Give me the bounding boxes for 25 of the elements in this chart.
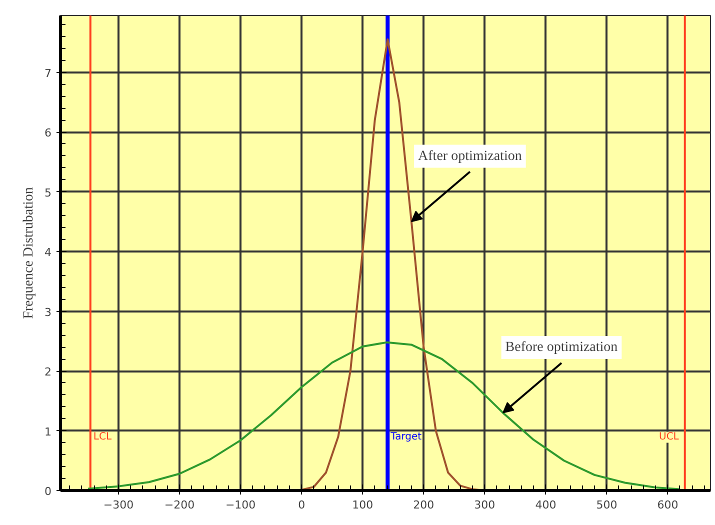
x-tick-label: 200 [413,498,434,512]
line-series [86,341,681,490]
annotation: After optimization [418,148,522,164]
ref-line-label: LCL [93,432,112,443]
x-tick-label: 600 [657,498,678,512]
x-tick-label: −200 [164,498,195,512]
y-axis-title: Frequence Distrubation [22,187,36,319]
ref-line-label: UCL [658,432,680,443]
y-tick-label: 3 [44,306,52,319]
y-tick-label: 1 [44,425,52,438]
x-tick-label: 0 [298,498,306,512]
x-tick-label: 300 [474,498,496,512]
y-tick-label: 5 [44,186,52,200]
annotation: Before optimization [505,340,618,355]
y-tick-label: 7 [44,66,52,80]
x-tick-label: 500 [596,498,618,512]
x-tick-label: −100 [225,498,256,512]
y-tick-label: 4 [44,246,52,260]
x-tick-label: −300 [103,498,134,512]
y-tick-label: 0 [44,485,52,498]
x-tick-label: 400 [535,498,556,512]
y-tick-label: 6 [44,126,52,140]
ref-line-label: Target [390,432,422,443]
y-tick-label: 2 [44,366,52,379]
x-tick-label: 100 [352,498,374,512]
